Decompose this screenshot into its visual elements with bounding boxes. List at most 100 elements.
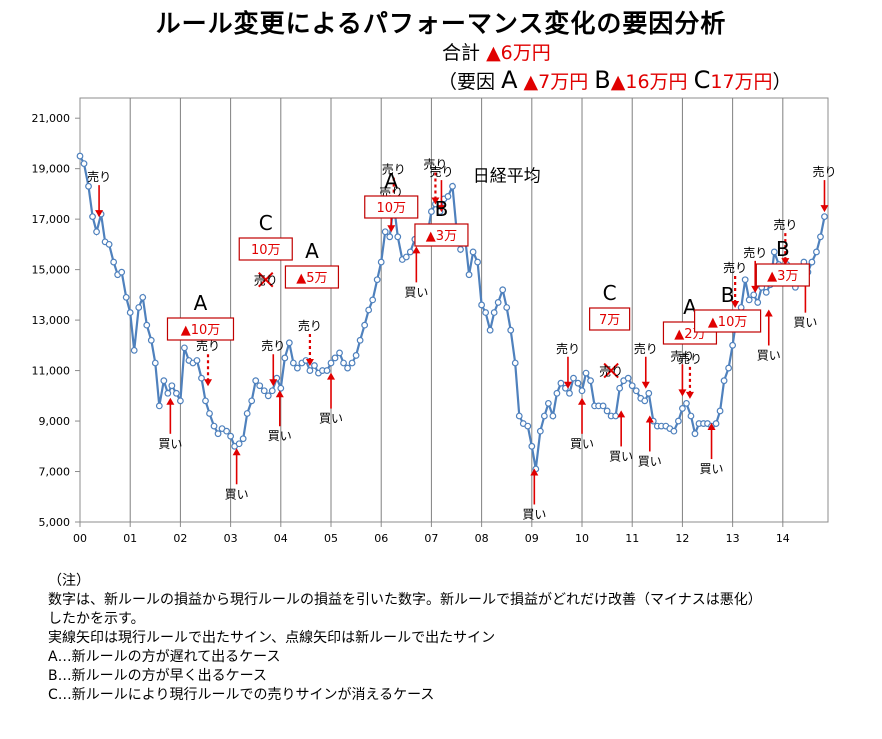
data-point: [402, 253, 410, 261]
data-point: [745, 296, 753, 304]
case-letter: A: [683, 295, 697, 319]
data-point: [130, 346, 138, 354]
x-tick-label: 06: [374, 532, 388, 545]
data-point: [122, 293, 130, 301]
data-point: [340, 359, 347, 367]
data-point: [478, 301, 486, 309]
data-point: [105, 240, 113, 248]
data-point: [168, 382, 176, 390]
x-tick-label: 13: [726, 532, 740, 545]
data-point: [172, 389, 180, 397]
data-point: [193, 357, 201, 364]
data-point: [118, 268, 126, 276]
data-point: [143, 321, 151, 329]
note-case-b: B…新ルールの方が早く出るケース: [48, 668, 267, 684]
sell-arrow-head: [563, 381, 572, 389]
signal-label: 買い: [609, 449, 633, 463]
amount-label: 10万: [251, 243, 281, 258]
data-point: [578, 387, 586, 395]
data-point: [76, 152, 84, 160]
data-point: [457, 246, 464, 253]
sell-arrow-head: [751, 285, 760, 293]
case-letter: C: [259, 211, 273, 235]
amount-label: ▲3万: [767, 269, 798, 284]
factors-close: ）: [772, 71, 792, 93]
data-point: [344, 364, 351, 372]
sell-arrow-head: [305, 359, 314, 367]
signal-label: 売り: [261, 338, 285, 353]
case-letter: A: [384, 169, 398, 193]
data-point: [377, 258, 385, 266]
signal-label: 売り: [743, 245, 767, 260]
x-tick-label: 02: [173, 532, 187, 545]
signal-label: 買い: [268, 429, 292, 443]
sell-arrow-head: [678, 389, 687, 397]
data-point: [260, 387, 268, 395]
signal-label: 買い: [570, 437, 594, 451]
data-point: [762, 288, 770, 296]
data-point: [524, 422, 532, 430]
data-point: [323, 367, 331, 374]
data-point: [511, 359, 519, 367]
amount-box: [589, 307, 631, 331]
data-point: [381, 228, 389, 236]
signal-label: 売り: [254, 273, 278, 288]
note-case-c: C…新ルールにより現行ルールでの売りサインが消えるケース: [48, 687, 435, 703]
buy-arrow-head: [166, 397, 175, 405]
sell-arrow-head: [431, 197, 440, 205]
data-point: [449, 182, 456, 190]
signal-label: 売り: [429, 164, 453, 179]
cancelled-signal-cross: [603, 362, 619, 379]
y-tick-label: 9,000: [39, 415, 71, 428]
data-point: [628, 382, 636, 390]
sell-arrow-head: [437, 205, 446, 213]
data-point: [670, 427, 678, 435]
signal-label: 売り: [298, 318, 322, 333]
data-point: [177, 397, 184, 405]
data-point: [540, 412, 548, 420]
case-letter: B: [721, 283, 735, 307]
data-point: [93, 228, 100, 236]
data-point: [348, 359, 356, 367]
signal-label: 買い: [319, 412, 343, 426]
x-tick-label: 09: [525, 532, 539, 545]
data-point: [252, 377, 260, 385]
sell-arrow-head: [641, 381, 650, 389]
data-point: [139, 293, 147, 301]
sell-arrow-head: [204, 379, 213, 387]
data-point: [754, 299, 762, 306]
factor-b-value: ▲16万円: [610, 71, 688, 93]
buy-arrow-head: [327, 372, 336, 380]
data-point: [499, 286, 507, 294]
data-point: [574, 379, 582, 387]
data-point: [239, 435, 247, 443]
data-point: [293, 364, 301, 372]
x-tick-label: 00: [73, 532, 87, 545]
sell-arrow-head: [781, 258, 790, 266]
signal-label: 売り: [670, 348, 694, 363]
y-tick-label: 13,000: [32, 314, 71, 327]
data-point: [683, 399, 690, 407]
data-point: [482, 309, 490, 316]
signal-label: 買い: [522, 507, 546, 521]
signal-label: 買い: [700, 462, 724, 476]
buy-arrow-head: [764, 309, 773, 317]
data-point: [544, 399, 552, 407]
data-point: [821, 213, 828, 221]
data-point: [235, 440, 243, 448]
sell-arrow-head: [685, 391, 694, 399]
amount-box: [166, 317, 235, 341]
series-label: 日経平均: [473, 166, 541, 186]
x-tick-label: 12: [675, 532, 689, 545]
data-point: [428, 208, 435, 215]
nikkei-line-chart: 00 01 02 03 04 05 06 07 08 09 10 11 12 13 14 5,000 7,000…: [32, 97, 836, 545]
data-point: [285, 339, 293, 347]
data-point: [151, 359, 159, 367]
data-point: [264, 392, 272, 400]
data-point: [268, 387, 276, 395]
amount-box: [284, 265, 340, 289]
signal-label: 売り: [723, 260, 747, 275]
signal-label: 売り: [423, 157, 447, 172]
signal-label: 買い: [793, 316, 817, 330]
data-point: [641, 397, 649, 405]
